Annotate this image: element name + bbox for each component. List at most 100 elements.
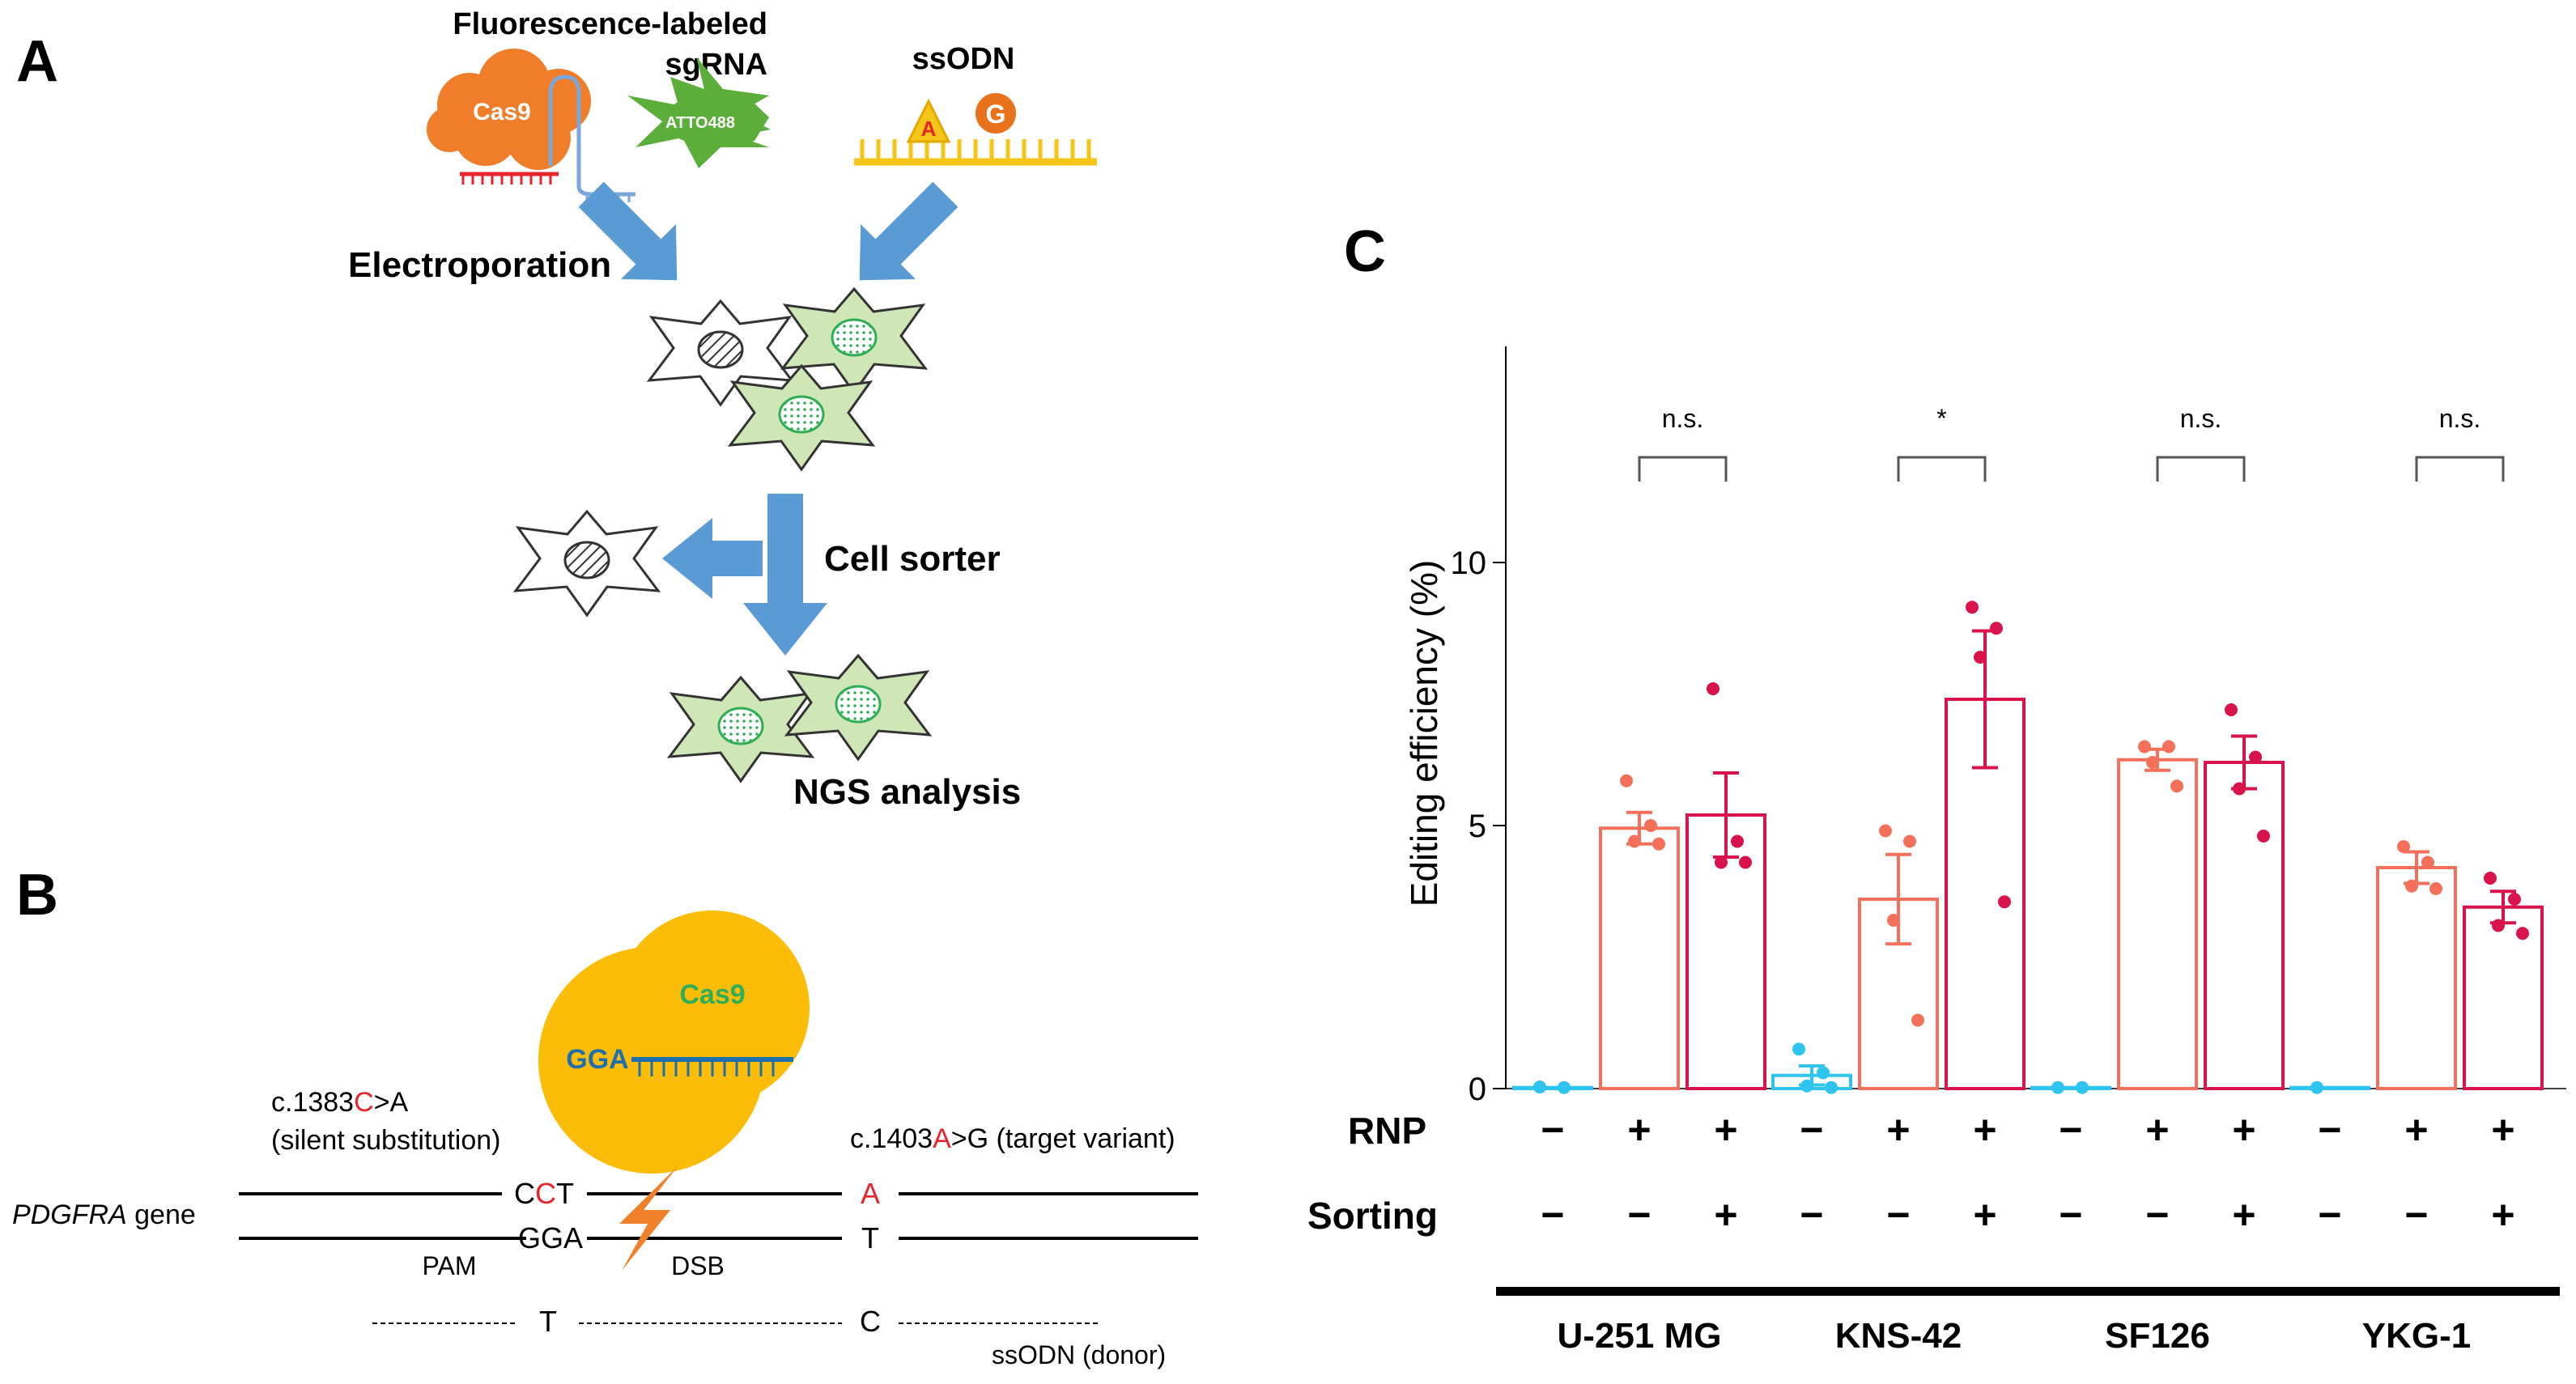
bottom-strand-t: T	[861, 1221, 879, 1255]
step-cell-sorter: Cell sorter	[824, 539, 1001, 579]
data-point	[1558, 1080, 1571, 1094]
ssodn-base-g-marker	[976, 93, 1016, 134]
arrow-down-sorter	[743, 494, 827, 656]
data-point	[1715, 855, 1728, 869]
dsb-label: DSB	[671, 1251, 725, 1280]
cas9-label: Cas9	[473, 99, 531, 125]
gene-label: PDGFRA gene	[12, 1199, 196, 1230]
cell-labeled-sorted	[784, 653, 933, 762]
silent-substitution-label: c.1383C>A	[271, 1087, 409, 1118]
data-point	[1825, 1080, 1838, 1094]
data-point	[1800, 1079, 1813, 1093]
data-point	[2405, 879, 2418, 893]
bar	[2030, 1085, 2111, 1090]
panel-b: Cas9 GGA c.1383C>A (silent substitution)…	[12, 911, 1198, 1369]
significance-bracket	[1638, 456, 1728, 482]
cell-line-group: − − + − + + n.s. SF126	[2014, 404, 2301, 1356]
data-point	[1644, 819, 1657, 832]
top-strand-cct: CCT	[514, 1177, 574, 1210]
bottom-strand-gga: GGA	[518, 1221, 583, 1255]
data-point	[1879, 824, 1892, 838]
atto488-fluorophore: ATTO488	[627, 57, 771, 168]
ssodn-strand: A G	[854, 93, 1097, 166]
cell-unlabeled-discarded	[512, 509, 661, 618]
group-underline	[2014, 1287, 2301, 1296]
sorting-sign: −	[2145, 1192, 2169, 1238]
rnp-sign: −	[2059, 1107, 2082, 1153]
data-point	[2484, 872, 2497, 885]
target-variant-label: c.1403A>G (target variant)	[850, 1123, 1175, 1154]
group-underline	[2273, 1287, 2560, 1296]
significance-bracket	[2415, 456, 2505, 482]
data-point	[1620, 774, 1633, 788]
data-point	[1990, 622, 2003, 635]
data-point	[1652, 837, 1665, 851]
ssodn-base-a-marker	[906, 98, 951, 143]
data-point	[2421, 855, 2434, 869]
data-point	[2508, 893, 2521, 906]
cell-line-label: SF126	[2105, 1316, 2210, 1356]
arrow-right-electroporation	[859, 181, 959, 281]
lightning-bolt-icon	[619, 1165, 678, 1271]
sorting-sign: −	[2318, 1192, 2341, 1238]
rnp-sign: −	[1541, 1107, 1564, 1153]
rnp-sign: +	[1714, 1107, 1737, 1153]
data-point	[2225, 703, 2238, 716]
data-point	[2492, 919, 2505, 932]
data-point	[1628, 834, 1641, 848]
y-tick-label: 0	[1469, 1072, 1486, 1107]
cell-unlabeled	[646, 299, 795, 407]
significance-bracket	[1897, 456, 1987, 482]
rnp-sign: +	[2404, 1107, 2428, 1153]
atto488-label: ATTO488	[665, 114, 735, 132]
panel-c-label: C	[1344, 219, 1386, 284]
data-point	[1998, 895, 2011, 909]
cell-labeled-sorted	[666, 675, 815, 783]
step-electroporation: Electroporation	[348, 245, 611, 285]
bar	[2463, 905, 2544, 1090]
sorting-sign: −	[1886, 1192, 1910, 1238]
rnp-sign: +	[2145, 1107, 2169, 1153]
rnp-sign: +	[2232, 1107, 2255, 1153]
sorting-sign: +	[2491, 1192, 2514, 1238]
panel-b-label: B	[16, 863, 58, 928]
y-tick-label: 5	[1469, 809, 1486, 844]
data-point	[2257, 830, 2270, 843]
ssodn-title: ssODN	[912, 42, 1015, 76]
cell-line-group: − − + − + + * KNS-42	[1755, 404, 2042, 1356]
cell-line-label: YKG-1	[2362, 1316, 2471, 1356]
rnp-sign: +	[1886, 1107, 1910, 1153]
cell-line-group: − − + − + + n.s. YKG-1	[2273, 404, 2560, 1356]
arrow-left-sorter	[662, 518, 763, 599]
sorting-sign: −	[2404, 1192, 2428, 1238]
sorting-sign: +	[1714, 1192, 1737, 1238]
data-point	[2397, 840, 2410, 853]
ssodn-base-g: G	[986, 100, 1006, 129]
cell-labeled	[780, 287, 929, 395]
sorting-sign: −	[2059, 1192, 2082, 1238]
panel-a: Fluorescence-labeled sgRNA ssODN Cas9 AT…	[348, 7, 1097, 812]
cas9-blob-label: Cas9	[679, 979, 745, 1010]
cas9-blob: Cas9 GGA	[538, 911, 810, 1174]
cas9-complex: Cas9	[427, 49, 635, 202]
significance-label: n.s.	[1662, 404, 1704, 433]
step-ngs-analysis: NGS analysis	[793, 772, 1021, 812]
arrow-left-electroporation	[578, 181, 678, 281]
pam-label: PAM	[423, 1251, 477, 1280]
sorting-sign: −	[1627, 1192, 1651, 1238]
data-point	[2138, 740, 2151, 754]
data-point	[2076, 1080, 2089, 1094]
cell-labeled	[727, 363, 876, 472]
sorting-sign: −	[1541, 1192, 1564, 1238]
data-point	[1533, 1080, 1546, 1094]
rnp-sign: −	[2318, 1107, 2341, 1153]
donor-c: C	[860, 1305, 881, 1338]
data-point	[1887, 914, 1900, 927]
data-point	[1966, 601, 1979, 614]
sorting-sign: −	[1800, 1192, 1823, 1238]
row-label-sorting: Sorting	[1307, 1195, 1438, 1237]
cell-line-label: KNS-42	[1835, 1316, 1962, 1356]
data-point	[2162, 740, 2175, 754]
donor-label: ssODN (donor)	[992, 1340, 1166, 1369]
